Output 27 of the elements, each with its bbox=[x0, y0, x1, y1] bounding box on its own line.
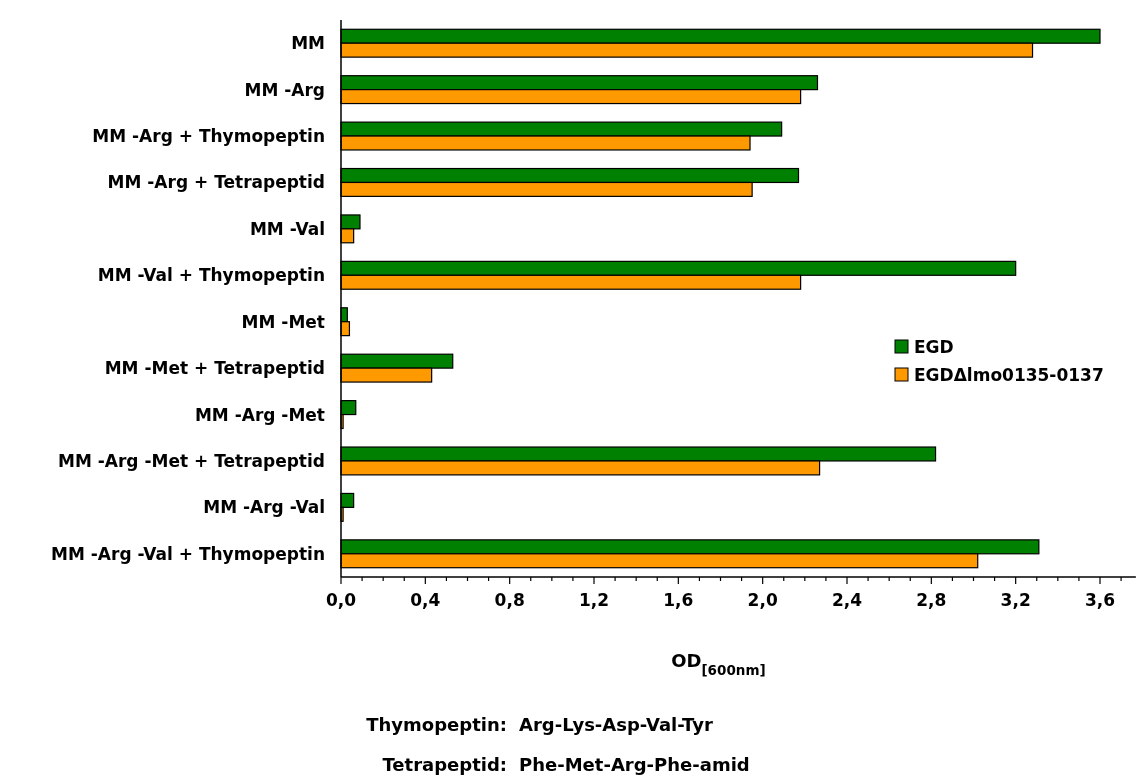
text: Tetrapeptid: Phe-Met-Arg-Phe-amid bbox=[382, 754, 750, 775]
y-tick-label: MM -Val bbox=[249, 218, 325, 239]
text: Thymopeptin: Arg-Lys-Asp-Val-Tyr bbox=[366, 714, 713, 735]
x-tick-label: 3,6 bbox=[1084, 590, 1116, 610]
legend-label: EGD bbox=[914, 337, 954, 357]
legend-label: EGDΔlmo0135-0137 bbox=[914, 365, 1104, 385]
x-tick-label: 2,4 bbox=[831, 590, 863, 610]
x-tick-label: 0,4 bbox=[410, 590, 441, 610]
y-tick-label: MM -Arg -Met + Tetrapeptid bbox=[58, 450, 325, 471]
x-tick-label: 1,2 bbox=[578, 590, 610, 610]
y-tick-label: MM -Val + Thymopeptin bbox=[97, 265, 325, 286]
y-tick-label: MM -Met + Tetrapeptid bbox=[104, 358, 325, 379]
y-tick-label: MM -Arg -Val bbox=[203, 497, 325, 518]
x-tick-label: 0,8 bbox=[494, 590, 525, 610]
y-tick-label: MM -Arg -Met bbox=[194, 404, 325, 425]
x-tick-label: 2,8 bbox=[916, 590, 947, 610]
x-tick-label: 0,0 bbox=[325, 590, 357, 610]
x-axis-title: OD$_{[600nm]}$ bbox=[671, 650, 766, 678]
y-tick-label: MM bbox=[291, 33, 325, 54]
y-tick-label: MM -Arg + Thymopeptin bbox=[92, 126, 325, 147]
x-tick-label: 3,2 bbox=[1000, 590, 1031, 610]
x-tick-label: 1,6 bbox=[663, 590, 694, 610]
x-tick-label: 2,0 bbox=[747, 590, 778, 610]
y-tick-label: MM -Arg -Val + Thymopeptin bbox=[51, 543, 325, 564]
y-tick-label: MM -Met bbox=[241, 311, 325, 332]
y-tick-label: MM -Arg bbox=[244, 79, 325, 100]
y-tick-label: MM -Arg + Tetrapeptid bbox=[107, 172, 325, 193]
